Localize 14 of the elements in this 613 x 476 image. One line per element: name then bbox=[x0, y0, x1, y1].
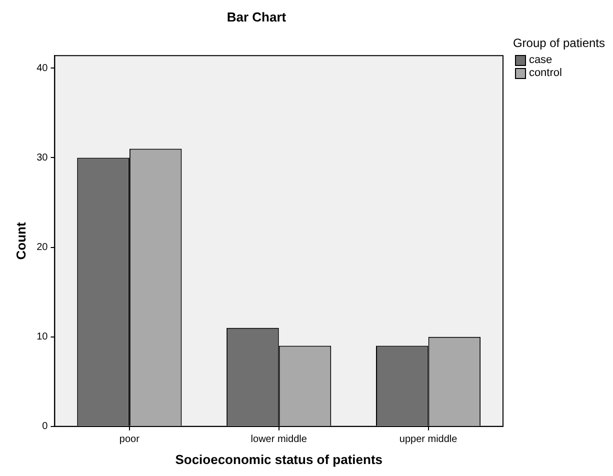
legend-label: case bbox=[528, 54, 552, 67]
y-axis-title: Count bbox=[13, 222, 28, 260]
x-axis-title: Socioeconomic status of patients bbox=[175, 452, 383, 467]
legend-label: control bbox=[528, 67, 562, 80]
x-tick-label: poor bbox=[119, 434, 140, 446]
chart-title: Bar Chart bbox=[226, 9, 287, 24]
x-tick-label: upper middle bbox=[399, 434, 458, 446]
y-tick-label: 20 bbox=[36, 242, 48, 254]
y-tick-label: 40 bbox=[36, 62, 48, 74]
legend-title: Group of patients bbox=[512, 36, 605, 50]
y-tick-label: 10 bbox=[36, 332, 48, 343]
y-tick-label: 0 bbox=[42, 421, 48, 432]
y-tick-label: 30 bbox=[36, 152, 48, 164]
x-tick-label: lower middle bbox=[250, 434, 308, 446]
